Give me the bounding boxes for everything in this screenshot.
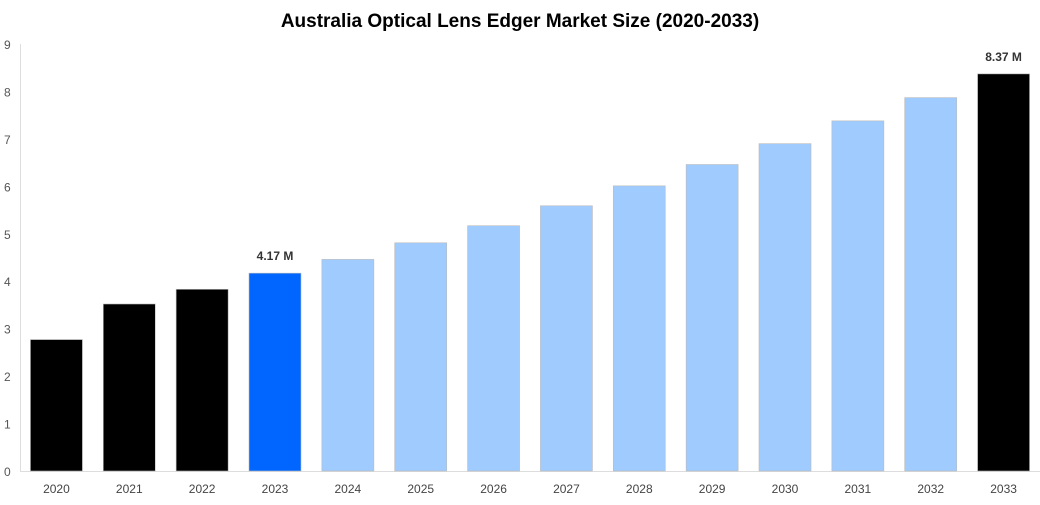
y-tick-label: 6	[4, 180, 11, 194]
x-tick-label: 2031	[845, 482, 872, 496]
bar-2021	[102, 303, 156, 472]
bar-2028	[612, 185, 666, 472]
y-tick-label: 4	[4, 275, 11, 289]
y-tick-label: 1	[4, 418, 11, 432]
y-tick-label: 7	[4, 133, 11, 147]
x-tick-label: 2021	[116, 482, 143, 496]
x-tick-label: 2025	[407, 482, 434, 496]
bar-2025	[394, 242, 448, 472]
x-tick-label: 2023	[262, 482, 289, 496]
y-tick-label: 8	[4, 85, 11, 99]
bar-2026	[467, 225, 520, 472]
bar-2020	[30, 339, 83, 472]
x-tick-label: 2020	[43, 482, 70, 496]
chart-title: Australia Optical Lens Edger Market Size…	[281, 11, 759, 32]
bar-2032	[904, 97, 958, 472]
data-label-2033: 8.37 M	[985, 50, 1022, 64]
y-tick-label: 0	[4, 465, 11, 479]
bar-2027	[540, 205, 593, 472]
x-tick-label: 2029	[699, 482, 726, 496]
y-tick-label: 3	[4, 323, 11, 337]
data-label-2023: 4.17 M	[257, 249, 294, 263]
x-tick-label: 2022	[189, 482, 216, 496]
bar-2030	[758, 143, 812, 472]
bar-2029	[685, 164, 739, 472]
bar-2022	[175, 288, 229, 472]
x-tick-label: 2032	[917, 482, 944, 496]
x-tick-label: 2026	[480, 482, 507, 496]
bar-2024	[321, 259, 375, 472]
x-tick-label: 2024	[335, 482, 362, 496]
x-tick-label: 2033	[990, 482, 1017, 496]
x-tick-label: 2030	[772, 482, 799, 496]
x-tick-label: 2028	[626, 482, 653, 496]
x-tick-label: 2027	[553, 482, 580, 496]
y-tick-label: 2	[4, 370, 11, 384]
y-tick-label: 5	[4, 228, 11, 242]
y-tick-label: 9	[4, 38, 11, 52]
bar-2023	[248, 272, 302, 472]
bar-2031	[831, 120, 885, 472]
bar-2033	[977, 73, 1030, 472]
